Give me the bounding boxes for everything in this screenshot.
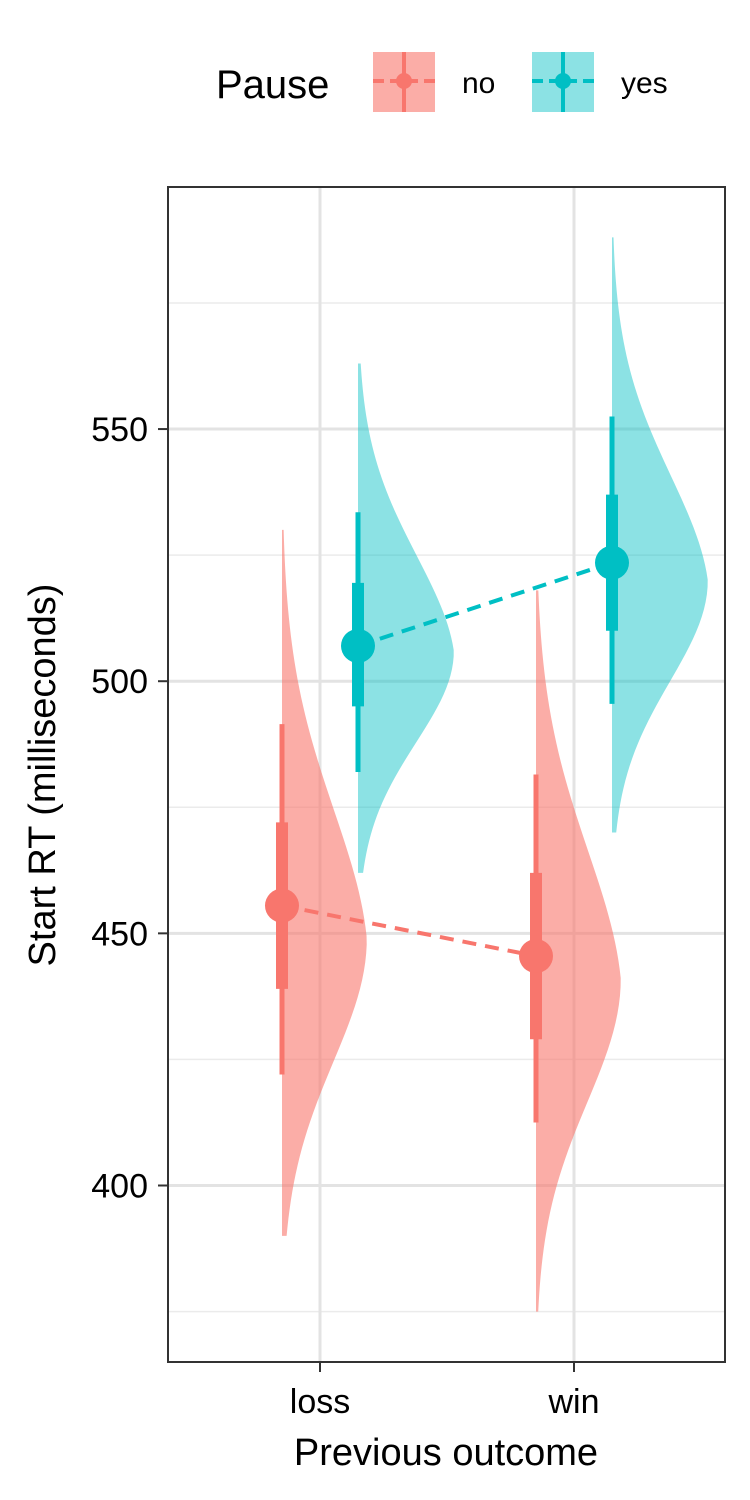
x-axis-title: Previous outcome bbox=[294, 1432, 598, 1474]
violin-no-loss bbox=[282, 529, 367, 1236]
legend-key-no bbox=[373, 52, 435, 112]
legend-key-yes bbox=[532, 52, 594, 112]
mean-point-yes-win bbox=[595, 545, 629, 580]
connect-line-no bbox=[281, 903, 537, 959]
mean-point-no-loss bbox=[265, 888, 299, 923]
y-tick-label: 400 bbox=[91, 1167, 148, 1205]
data-marks bbox=[265, 237, 708, 1312]
violin-yes-win bbox=[612, 237, 708, 833]
panel-border bbox=[167, 186, 726, 1363]
mean-point-no-win bbox=[519, 939, 553, 974]
mean-point-yes-loss bbox=[341, 628, 375, 663]
x-tick-label: win bbox=[547, 1383, 599, 1421]
y-tick-label: 550 bbox=[91, 411, 148, 449]
legend-label-no: no bbox=[462, 67, 495, 100]
legend: Pause no yes bbox=[216, 52, 668, 112]
plot-panel bbox=[167, 186, 726, 1363]
grid-lines bbox=[168, 187, 725, 1362]
y-tick-label: 500 bbox=[91, 663, 148, 701]
legend-label-yes: yes bbox=[621, 67, 668, 100]
y-axis-title: Start RT (milliseconds) bbox=[22, 584, 64, 967]
violin-yes-loss bbox=[358, 363, 454, 873]
legend-title: Pause bbox=[216, 63, 329, 107]
x-axis: loss win bbox=[290, 1362, 600, 1421]
violin-no-win bbox=[536, 590, 621, 1312]
x-tick-label: loss bbox=[290, 1383, 350, 1421]
legend-key-no-point bbox=[396, 73, 412, 89]
legend-key-yes-point bbox=[555, 73, 571, 89]
y-tick-label: 450 bbox=[91, 915, 148, 953]
y-axis: 400 450 500 550 bbox=[91, 411, 168, 1205]
